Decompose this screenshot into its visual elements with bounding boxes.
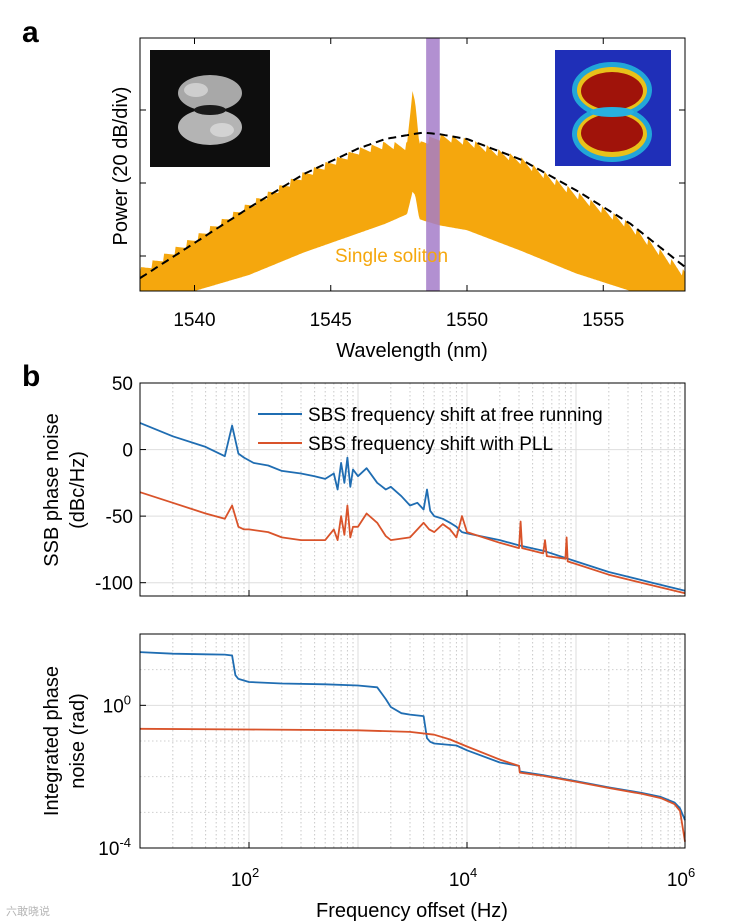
watermark: 六敢晓说 [6, 904, 50, 918]
integrated-y-tick-label: 10-4 [98, 835, 131, 860]
camera-mode-image [150, 50, 270, 167]
spectrum-y-axis-label: Power (20 dB/div) [110, 87, 132, 246]
integrated-noise-grid [139, 634, 685, 848]
spectrum-y-ticks [140, 109, 685, 257]
phase-noise-axes-frame [139, 382, 686, 597]
spectrum-x-tick-label: 1550 [446, 310, 488, 331]
spectrum-area [140, 91, 685, 291]
spectrum-content [139, 38, 686, 291]
frequency-x-tick-label: 104 [449, 865, 477, 891]
phase-noise-legend: SBS frequency shift at free running SBS … [258, 405, 603, 455]
phase-noise-series [139, 422, 686, 595]
spectrum-x-ticks: 1540 1545 1550 1555 [173, 38, 624, 331]
phase-noise-chart: 50 0 -50 -100 SBS frequency shift at free r… [41, 374, 686, 597]
spectrum-axes-frame [139, 37, 686, 292]
integrated-noise-series [139, 651, 686, 842]
spectrum-x-tick-label: 1545 [310, 310, 352, 331]
free-running-phase-noise-line [139, 422, 686, 592]
phase-noise-y-tick-label: -50 [106, 507, 133, 528]
envelope-fit-line [139, 131, 686, 280]
frequency-x-tick-label: 102 [231, 865, 259, 891]
phase-noise-y-axis-label-line1: SSB phase noise [41, 413, 63, 566]
frequency-x-axis-label: Frequency offset (Hz) [316, 900, 508, 922]
phase-noise-y-axis-label-line2: (dBc/Hz) [67, 451, 89, 529]
phase-noise-ticks: 50 0 -50 -100 [95, 374, 686, 596]
phase-noise-plot-area [140, 383, 685, 596]
frequency-x-tick-label: 106 [667, 865, 695, 891]
panel-a-label: a [22, 16, 39, 49]
pll-phase-noise-line [139, 491, 686, 595]
integrated-noise-y-axis-label-line2: noise (rad) [67, 693, 89, 789]
spectrum-x-axis-label: Wavelength (nm) [336, 340, 488, 362]
phase-noise-y-tick-label: 50 [112, 374, 133, 395]
integrated-noise-ticks: 100 10-4 102 104 106 [98, 692, 695, 891]
panel-b-label: b [22, 360, 40, 393]
simulated-mode-image [555, 50, 671, 166]
legend-pll-label: SBS frequency shift with PLL [308, 434, 553, 455]
spectrum-x-tick-label: 1555 [582, 310, 624, 331]
phase-noise-y-tick-label: 0 [122, 441, 133, 462]
spectrum-chart: Single soliton 1540 1545 1550 1555 Waveleng… [110, 37, 686, 362]
spectrum-x-tick-label: 1540 [173, 310, 215, 331]
integrated-noise-axes-frame [139, 633, 686, 849]
phase-noise-y-tick-label: -100 [95, 574, 133, 595]
integrated-y-tick-label: 100 [103, 692, 131, 717]
legend-free-running-label: SBS frequency shift at free running [308, 405, 603, 426]
single-soliton-annotation: Single soliton [335, 246, 448, 267]
integrated-noise-y-axis-label-line1: Integrated phase [41, 666, 63, 816]
highlight-band [426, 38, 440, 291]
integrated-phase-noise-chart: 100 10-4 102 104 106 Integrated phase noise … [41, 633, 695, 922]
pll-integrated-line [139, 727, 686, 842]
